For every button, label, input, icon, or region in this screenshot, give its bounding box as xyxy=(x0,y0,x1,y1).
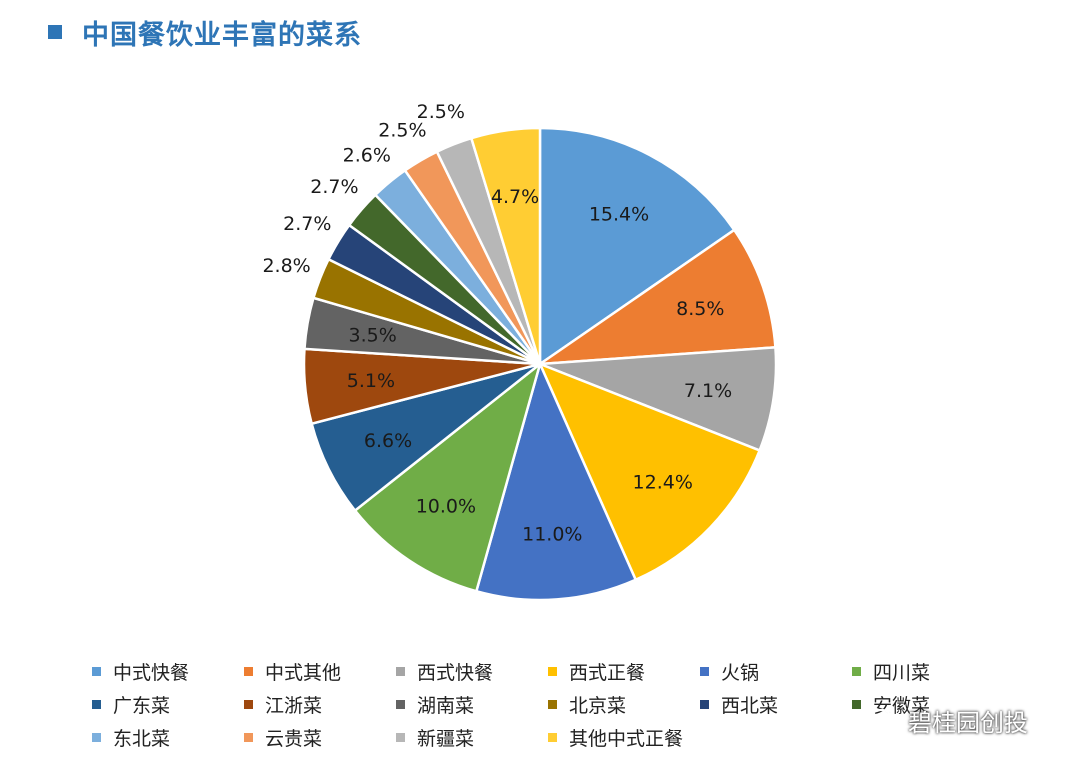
legend-swatch xyxy=(548,667,557,676)
legend-item: 中式其他 xyxy=(244,658,341,685)
legend-swatch xyxy=(92,667,101,676)
legend-item: 北京菜 xyxy=(548,691,626,718)
legend-swatch xyxy=(548,700,557,709)
data-label-10: 2.7% xyxy=(283,213,331,235)
legend-label: 江浙菜 xyxy=(265,695,323,717)
legend-item: 火锅 xyxy=(700,658,759,685)
data-label-9: 2.8% xyxy=(262,255,310,277)
legend-swatch xyxy=(396,733,405,742)
legend-label: 新疆菜 xyxy=(417,728,475,750)
pie-slice-1 xyxy=(535,228,777,366)
data-label-15: 4.7% xyxy=(491,186,539,208)
data-label-11: 2.7% xyxy=(310,176,358,198)
legend-item: 西北菜 xyxy=(700,691,778,718)
legend-label: 北京菜 xyxy=(569,695,627,717)
legend-item: 江浙菜 xyxy=(244,691,322,718)
legend-swatch xyxy=(852,700,861,709)
data-label-4: 11.0% xyxy=(522,524,582,546)
watermark: 碧桂园创投 xyxy=(868,703,1028,738)
legend-swatch xyxy=(548,733,557,742)
legend-label: 西北菜 xyxy=(721,695,779,717)
legend-label: 其他中式正餐 xyxy=(569,728,684,750)
title-square-icon xyxy=(48,25,62,39)
legend-swatch xyxy=(244,733,253,742)
legend-label: 广东菜 xyxy=(113,695,171,717)
data-label-6: 6.6% xyxy=(364,430,412,452)
legend-swatch xyxy=(852,667,861,676)
legend-swatch xyxy=(92,700,101,709)
data-label-14: 2.5% xyxy=(417,101,465,123)
pie-slice-0 xyxy=(538,126,736,367)
legend-swatch xyxy=(396,700,405,709)
data-label-3: 12.4% xyxy=(633,472,693,494)
wechat-icon xyxy=(868,708,901,733)
pie-slice-3 xyxy=(537,361,762,582)
legend-label: 西式正餐 xyxy=(569,662,646,684)
legend-label: 四川菜 xyxy=(873,662,931,684)
watermark-text: 碧桂园创投 xyxy=(908,709,1028,737)
legend-item: 广东菜 xyxy=(92,691,170,718)
legend-label: 湖南菜 xyxy=(417,695,475,717)
legend-item: 东北菜 xyxy=(92,724,170,751)
legend-swatch xyxy=(244,700,253,709)
legend-swatch xyxy=(396,667,405,676)
pie-slice-5 xyxy=(353,360,543,593)
data-label-0: 15.4% xyxy=(589,204,649,226)
legend-item: 中式快餐 xyxy=(92,658,189,685)
legend-label: 西式快餐 xyxy=(417,662,494,684)
legend-label: 火锅 xyxy=(721,662,760,684)
legend-swatch xyxy=(92,733,101,742)
data-label-1: 8.5% xyxy=(676,298,724,320)
legend-item: 湖南菜 xyxy=(396,691,474,718)
data-label-2: 7.1% xyxy=(684,380,732,402)
data-label-7: 5.1% xyxy=(347,370,395,392)
legend-item: 四川菜 xyxy=(852,658,930,685)
data-label-5: 10.0% xyxy=(416,496,476,518)
legend-item: 新疆菜 xyxy=(396,724,474,751)
data-label-8: 3.5% xyxy=(349,325,397,347)
pie-slice-2 xyxy=(539,346,778,453)
chart-title-block: 中国餐饮业丰富的菜系 xyxy=(48,12,362,52)
legend-label: 中式快餐 xyxy=(113,662,190,684)
chart-title: 中国餐饮业丰富的菜系 xyxy=(82,19,362,51)
legend-item: 西式正餐 xyxy=(548,658,645,685)
legend-item: 其他中式正餐 xyxy=(548,724,683,751)
legend-label: 东北菜 xyxy=(113,728,171,750)
data-label-13: 2.5% xyxy=(378,119,426,141)
legend-label: 云贵菜 xyxy=(265,728,323,750)
legend-item: 云贵菜 xyxy=(244,724,322,751)
pie-slice-4 xyxy=(474,360,638,602)
legend-swatch xyxy=(244,667,253,676)
legend-swatch xyxy=(700,667,709,676)
legend-label: 中式其他 xyxy=(265,662,342,684)
data-label-12: 2.6% xyxy=(343,144,391,166)
legend-item: 西式快餐 xyxy=(396,658,493,685)
legend-swatch xyxy=(700,700,709,709)
pie-slice-15 xyxy=(469,126,542,365)
